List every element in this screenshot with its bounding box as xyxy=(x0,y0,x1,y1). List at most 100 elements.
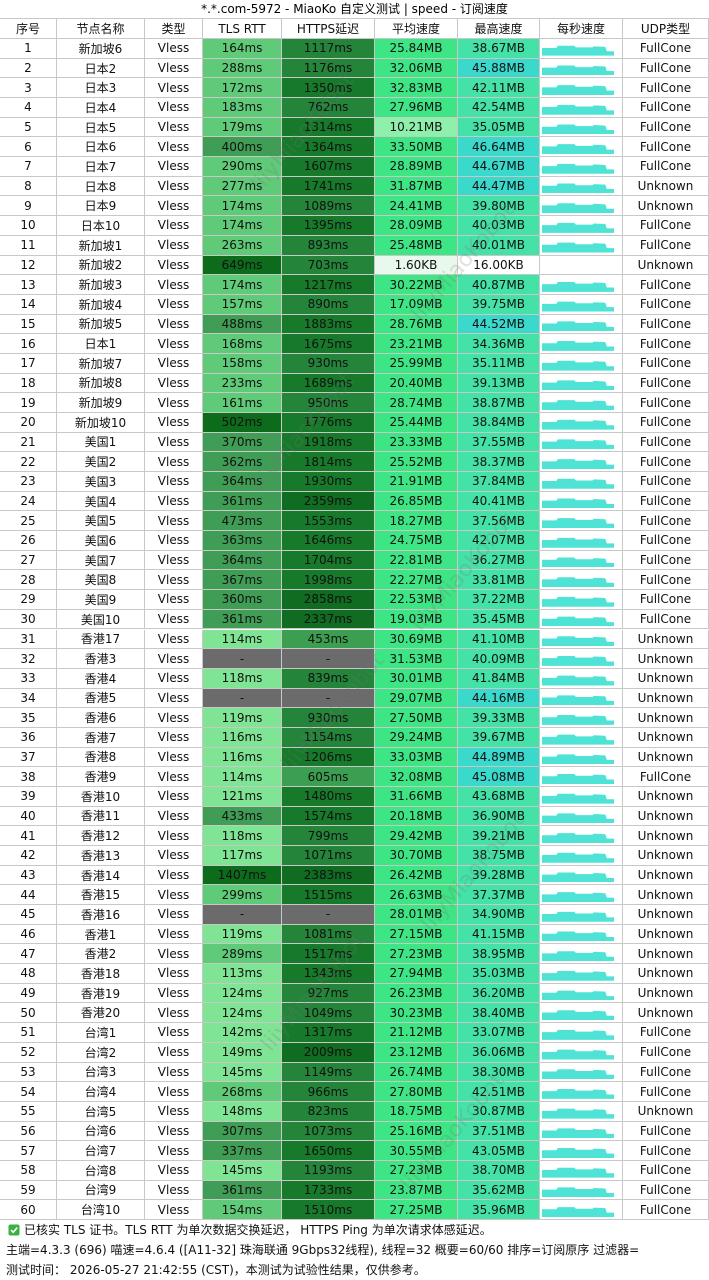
index: 22 xyxy=(0,452,57,473)
node-name: 台湾1 xyxy=(57,1023,145,1043)
https-latency: 1814ms xyxy=(282,452,375,473)
header-cell: 最高速度 xyxy=(458,19,540,39)
sparkline xyxy=(542,222,614,233)
avg-speed: 24.75MB xyxy=(375,531,458,551)
avg-speed: 18.27MB xyxy=(375,511,458,532)
sparkline xyxy=(542,419,614,430)
index: 33 xyxy=(0,668,57,689)
sparkline xyxy=(542,734,614,745)
udp-type: FullCone xyxy=(623,137,709,158)
avg-speed: 22.81MB xyxy=(375,550,458,571)
sparkline xyxy=(542,1167,614,1178)
sparkline xyxy=(542,636,614,647)
speed-graph xyxy=(540,78,623,99)
sparkline xyxy=(542,400,614,410)
node-name: 新加坡4 xyxy=(57,294,145,315)
tls-rtt: 124ms xyxy=(203,983,282,1004)
speed-graph xyxy=(540,727,623,748)
udp-type: FullCone xyxy=(623,1160,709,1181)
speed-graph xyxy=(540,216,623,236)
speed-graph xyxy=(540,491,623,512)
sparkline xyxy=(542,1108,614,1119)
header-cell: 序号 xyxy=(0,19,57,39)
udp-type: Unknown xyxy=(623,944,709,965)
speed-graph xyxy=(540,353,623,374)
max-speed: 39.28MB xyxy=(458,865,540,886)
node-name: 新加坡1 xyxy=(57,235,145,256)
max-speed: 35.62MB xyxy=(458,1180,540,1201)
protocol: Vless xyxy=(145,216,203,236)
https-latency: 893ms xyxy=(282,235,375,256)
sparkline xyxy=(542,301,614,312)
udp-type: FullCone xyxy=(623,393,709,413)
index: 54 xyxy=(0,1082,57,1102)
index: 25 xyxy=(0,511,57,532)
footer-note: 已核实 TLS 证书。TLS RTT 为单次数据交换延迟， HTTPS Ping… xyxy=(24,1223,492,1237)
tls-rtt: 119ms xyxy=(203,708,282,728)
header-cell: 平均速度 xyxy=(375,19,458,39)
sparkline xyxy=(542,124,614,135)
tls-rtt: 116ms xyxy=(203,727,282,748)
https-latency: 950ms xyxy=(282,393,375,413)
index: 36 xyxy=(0,727,57,748)
speed-graph xyxy=(540,157,623,177)
speed-graph xyxy=(540,786,623,807)
protocol: Vless xyxy=(145,747,203,768)
sparkline xyxy=(542,1049,614,1060)
udp-type: FullCone xyxy=(623,117,709,138)
https-latency: 930ms xyxy=(282,708,375,728)
avg-speed: 21.91MB xyxy=(375,472,458,492)
node-name: 香港13 xyxy=(57,846,145,866)
max-speed: 43.05MB xyxy=(458,1141,540,1161)
speed-graph xyxy=(540,1121,623,1142)
https-latency: 1517ms xyxy=(282,944,375,965)
avg-speed: 29.07MB xyxy=(375,688,458,709)
avg-speed: 27.94MB xyxy=(375,964,458,984)
sparkline xyxy=(542,1088,614,1099)
sparkline xyxy=(542,144,614,155)
udp-type: FullCone xyxy=(623,334,709,354)
speed-graph xyxy=(540,373,623,394)
max-speed: 35.96MB xyxy=(458,1200,540,1220)
protocol: Vless xyxy=(145,1101,203,1122)
max-speed: 42.07MB xyxy=(458,531,540,551)
footer-time: 测试时间： 2026-05-27 21:42:55 (CST)，本测试为试验性结… xyxy=(6,1263,426,1277)
avg-speed: 30.70MB xyxy=(375,846,458,866)
node-name: 日本4 xyxy=(57,98,145,118)
max-speed: 46.64MB xyxy=(458,137,540,158)
avg-speed: 25.16MB xyxy=(375,1121,458,1142)
https-latency: 2337ms xyxy=(282,609,375,630)
index: 37 xyxy=(0,747,57,768)
sparkline xyxy=(542,695,614,706)
speed-graph xyxy=(540,531,623,551)
speed-graph xyxy=(540,1160,623,1181)
tls-rtt: 233ms xyxy=(203,373,282,394)
avg-speed: 28.74MB xyxy=(375,393,458,413)
index: 15 xyxy=(0,314,57,335)
node-name: 日本3 xyxy=(57,78,145,99)
max-speed: 38.67MB xyxy=(458,39,540,59)
udp-type: Unknown xyxy=(623,176,709,197)
check-icon xyxy=(8,1224,20,1236)
udp-type: FullCone xyxy=(623,511,709,532)
protocol: Vless xyxy=(145,786,203,807)
node-name: 新加坡7 xyxy=(57,353,145,374)
node-name: 台湾8 xyxy=(57,1160,145,1181)
protocol: Vless xyxy=(145,472,203,492)
udp-type: FullCone xyxy=(623,491,709,512)
avg-speed: 30.69MB xyxy=(375,629,458,650)
avg-speed: 30.22MB xyxy=(375,275,458,295)
avg-speed: 25.99MB xyxy=(375,353,458,374)
speed-graph xyxy=(540,176,623,197)
index: 56 xyxy=(0,1121,57,1142)
speed-graph xyxy=(540,609,623,630)
udp-type: Unknown xyxy=(623,865,709,886)
node-name: 新加坡3 xyxy=(57,275,145,295)
udp-type: FullCone xyxy=(623,609,709,630)
max-speed: 41.15MB xyxy=(458,924,540,945)
https-latency: 1930ms xyxy=(282,472,375,492)
tls-rtt: 158ms xyxy=(203,353,282,374)
speed-graph xyxy=(540,905,623,925)
speed-graph xyxy=(540,629,623,650)
index: 34 xyxy=(0,688,57,709)
